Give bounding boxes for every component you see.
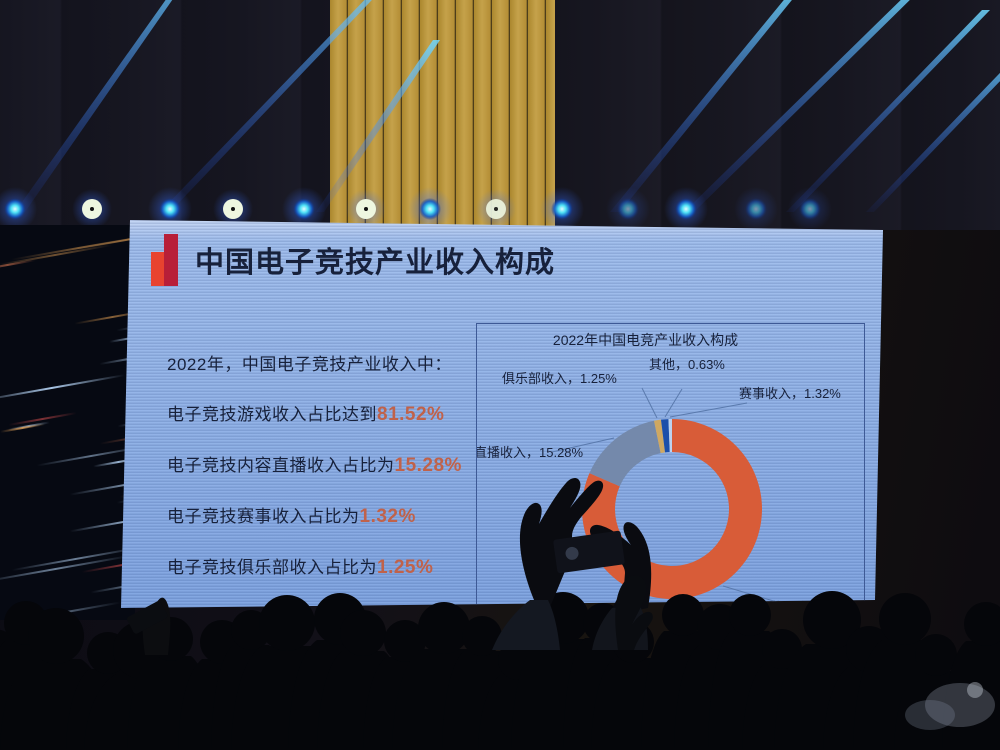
svg-text:俱乐部收入，1.25%: 俱乐部收入，1.25% <box>502 371 617 386</box>
svg-text:直播收入，15.28%: 直播收入，15.28% <box>477 445 584 460</box>
svg-text:游戏收入，81.52%: 游戏收入，81.52% <box>769 600 865 610</box>
svg-text:其他，0.63%: 其他，0.63% <box>649 357 725 372</box>
svg-text:赛事收入，1.32%: 赛事收入，1.32% <box>739 386 841 401</box>
